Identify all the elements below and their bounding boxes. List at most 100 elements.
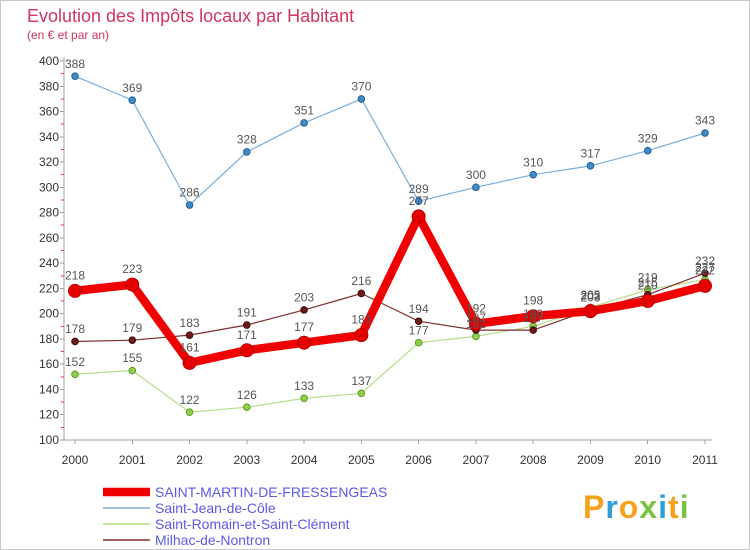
data-label-saint-jean-de-cole-2003: 328: [237, 133, 257, 147]
data-label-milhac-de-nontron-2010: 215: [638, 275, 658, 289]
legend-item-saint-jean-de-cole: Saint-Jean-de-Côle: [103, 500, 276, 516]
point-saint-martin-de-fressengeas-2003: [239, 343, 254, 358]
data-label-milhac-de-nontron-2004: 203: [294, 291, 314, 305]
legend: SAINT-MARTIN-DE-FRESSENGEAS Saint-Jean-d…: [103, 484, 387, 548]
point-saint-martin-de-fressengeas-2001: [125, 277, 140, 292]
x-axis-ticks: 2000 2001 2002 2003 2004 2005 2006 2007 2008 2009…: [62, 440, 718, 467]
data-label-saint-martin-de-fressengeas-2011: 222: [695, 263, 715, 277]
point-milhac-de-nontron-2005: [357, 289, 366, 298]
y-tick-label-200: 200: [39, 307, 59, 321]
point-milhac-de-nontron-2011: [701, 269, 709, 278]
data-label-saint-martin-de-fressengeas-2006: 277: [409, 194, 429, 208]
y-axis-ticks: 100 120 140 160 180 200 220 240 260 280 300 320 340 3…: [39, 54, 64, 447]
y-tick-label-240: 240: [39, 256, 59, 270]
proxiti-logo: Proxiti: [583, 489, 690, 525]
legend-label-saint-romain-et-saint-clement: Saint-Romain-et-Saint-Clément: [155, 516, 350, 532]
point-saint-martin-de-fressengeas-2004: [297, 335, 312, 350]
data-label-saint-jean-de-cole-2007: 300: [466, 168, 486, 182]
logo-letter: r: [605, 489, 618, 525]
data-label-saint-romain-et-saint-clement-2001: 155: [122, 351, 142, 365]
x-tick-label-2000: 2000: [62, 453, 89, 467]
data-label-saint-jean-de-cole-2001: 369: [122, 81, 142, 95]
data-label-milhac-de-nontron-2009: 203: [580, 291, 600, 305]
chart-title: Evolution des Impôts locaux par Habitant: [27, 6, 354, 26]
data-label-saint-romain-et-saint-clement-2011: 227: [695, 260, 715, 274]
x-tick-label-2007: 2007: [463, 453, 490, 467]
legend-item-saint-martin-de-fressengeas: SAINT-MARTIN-DE-FRESSENGEAS: [103, 484, 387, 500]
x-tick-label-2003: 2003: [233, 453, 260, 467]
point-saint-jean-de-cole-2010: [643, 146, 652, 155]
legend-label-saint-martin-de-fressengeas: SAINT-MARTIN-DE-FRESSENGEAS: [155, 484, 387, 500]
data-label-saint-martin-de-fressengeas-2009: 202: [580, 289, 600, 303]
data-label-saint-martin-de-fressengeas-2004: 177: [294, 320, 314, 334]
x-tick-label-2001: 2001: [119, 453, 146, 467]
data-label-saint-jean-de-cole-2002: 286: [180, 186, 200, 200]
y-tick-label-380: 380: [39, 79, 59, 93]
y-tick-label-160: 160: [39, 357, 59, 371]
data-label-saint-romain-et-saint-clement-2005: 137: [351, 374, 371, 388]
legend-label-milhac-de-nontron: Milhac-de-Nontron: [155, 532, 270, 548]
point-saint-romain-et-saint-clement-2000: [71, 370, 79, 379]
data-label-saint-romain-et-saint-clement-2010: 219: [638, 270, 658, 284]
data-label-saint-romain-et-saint-clement-2007: 182: [466, 317, 486, 331]
series-saint-martin-de-fressengeas: [68, 209, 712, 370]
axes: [63, 57, 712, 441]
point-saint-martin-de-fressengeas-2011: [698, 278, 712, 293]
data-label-milhac-de-nontron-2002: 183: [180, 316, 200, 330]
data-label-saint-martin-de-fressengeas-2007: 192: [466, 301, 486, 315]
point-saint-jean-de-cole-2002: [185, 201, 194, 209]
y-tick-label-140: 140: [39, 382, 59, 396]
point-saint-martin-de-fressengeas-2005: [354, 328, 369, 343]
point-saint-romain-et-saint-clement-2007: [472, 332, 480, 341]
point-saint-jean-de-cole-2000: [71, 72, 79, 80]
data-label-saint-martin-de-fressengeas-2002: 161: [180, 340, 200, 354]
point-saint-martin-de-fressengeas-2008: [526, 309, 541, 324]
series-group: [68, 72, 712, 417]
point-milhac-de-nontron-2000: [71, 337, 79, 346]
logo-letter: t: [668, 489, 680, 525]
data-label-saint-martin-de-fressengeas-2010: 210: [638, 279, 658, 293]
point-saint-martin-de-fressengeas-2000: [68, 283, 82, 298]
point-saint-jean-de-cole-2004: [300, 119, 308, 127]
point-saint-jean-de-cole-2005: [357, 95, 366, 103]
x-tick-label-2008: 2008: [520, 453, 547, 467]
point-saint-jean-de-cole-2006: [414, 197, 423, 206]
logo-letter: i: [680, 489, 690, 525]
data-label-saint-jean-de-cole-2004: 351: [294, 104, 314, 118]
point-saint-martin-de-fressengeas-2007: [468, 316, 483, 331]
point-saint-romain-et-saint-clement-2001: [128, 366, 137, 375]
data-label-saint-jean-de-cole-2006: 289: [409, 182, 429, 196]
logo-letter: x: [639, 489, 658, 525]
legend-label-saint-jean-de-cole: Saint-Jean-de-Côle: [155, 500, 276, 516]
point-saint-martin-de-fressengeas-2009: [583, 304, 598, 319]
point-milhac-de-nontron-2006: [414, 317, 423, 326]
data-label-saint-romain-et-saint-clement-2008: 190: [523, 307, 543, 321]
data-label-saint-martin-de-fressengeas-2005: 183: [351, 313, 371, 327]
legend-item-milhac-de-nontron: Milhac-de-Nontron: [103, 532, 270, 548]
chart-subtitle: (en € et par an): [27, 28, 109, 42]
data-label-saint-martin-de-fressengeas-2008: 198: [523, 294, 543, 308]
y-tick-label-360: 360: [39, 105, 59, 119]
x-tick-label-2004: 2004: [291, 453, 318, 467]
data-label-milhac-de-nontron-2003: 191: [237, 306, 257, 320]
point-milhac-de-nontron-2003: [243, 321, 251, 329]
data-label-saint-jean-de-cole-2008: 310: [523, 155, 543, 169]
point-saint-romain-et-saint-clement-2003: [243, 403, 251, 411]
series-line-saint-romain-et-saint-clement: [74, 279, 706, 413]
point-saint-jean-de-cole-2007: [472, 183, 480, 192]
point-saint-romain-et-saint-clement-2006: [414, 338, 423, 347]
point-milhac-de-nontron-2008: [529, 326, 537, 334]
point-saint-jean-de-cole-2009: [586, 162, 595, 170]
data-label-milhac-de-nontron-2000: 178: [65, 322, 85, 336]
y-tick-label-120: 120: [39, 408, 59, 422]
y-tick-label-400: 400: [39, 54, 59, 68]
y-tick-label-180: 180: [39, 332, 59, 346]
point-saint-martin-de-fressengeas-2006: [411, 209, 426, 224]
point-saint-martin-de-fressengeas-2010: [640, 294, 655, 309]
data-label-milhac-de-nontron-2007: 187: [466, 311, 486, 325]
data-label-saint-romain-et-saint-clement-2003: 126: [237, 388, 257, 402]
point-saint-jean-de-cole-2001: [128, 96, 137, 104]
point-milhac-de-nontron-2004: [300, 306, 308, 314]
x-tick-label-2005: 2005: [348, 453, 375, 467]
